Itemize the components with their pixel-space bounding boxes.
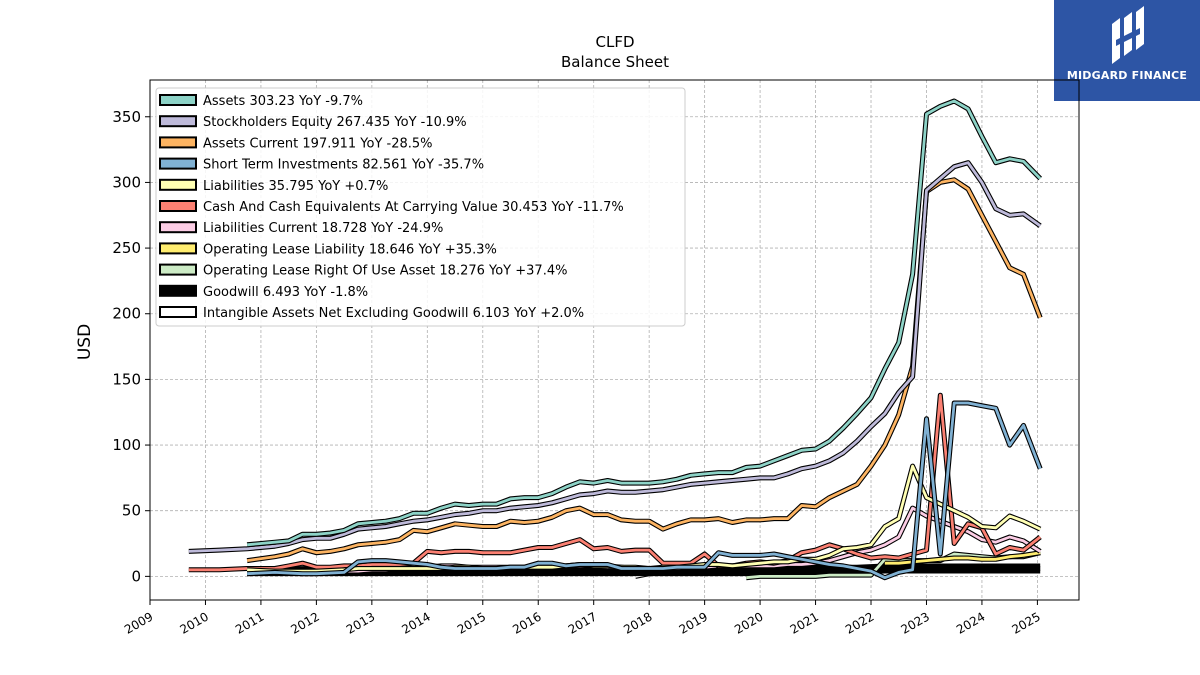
series-line [884, 551, 1041, 565]
y-tick-label: 100 [112, 436, 141, 454]
x-tick-label: 2014 [399, 609, 432, 636]
legend-swatch [159, 115, 197, 128]
y-tick-label: 350 [112, 108, 141, 126]
x-tick-label: 2016 [510, 609, 543, 636]
y-ticks: 0 50 100 150 200 250 300 350 [112, 108, 150, 585]
legend-swatch [159, 136, 197, 149]
brand-name: MIDGARD FINANCE [1066, 69, 1188, 82]
x-tick-label: 2021 [788, 609, 821, 636]
y-tick-label: 0 [131, 567, 141, 585]
x-tick-label: 2010 [178, 609, 211, 636]
legend: Assets 303.23 YoY -9.7% Stockholders Equi… [155, 87, 686, 327]
x-tick-label: 2019 [677, 609, 710, 636]
y-axis-label: USD [75, 324, 95, 360]
series-line [188, 161, 1042, 553]
brand-logo-icon [1112, 6, 1144, 64]
series-line [246, 99, 1042, 547]
legend-swatch [159, 94, 197, 106]
x-tick-label: 2017 [566, 609, 599, 636]
x-tick-label: 2018 [621, 609, 654, 636]
y-tick-label: 50 [122, 502, 141, 520]
legend-swatch [159, 157, 197, 170]
x-tick-label: 2015 [455, 609, 488, 636]
series-lines [188, 98, 1043, 581]
series-line [247, 401, 1042, 580]
legend-swatch [159, 178, 197, 191]
brand-logo: MIDGARD FINANCE [1054, 0, 1200, 101]
legend-box [155, 87, 686, 327]
chart-subtitle: Balance Sheet [561, 53, 669, 71]
legend-swatch [159, 200, 197, 212]
legend-swatch [159, 284, 197, 297]
x-tick-label: 2012 [288, 609, 321, 636]
x-tick-label: 2013 [344, 609, 377, 636]
legend-label: Goodwill 6.493 YoY -1.8% [203, 285, 368, 300]
y-tick-label: 150 [112, 370, 141, 388]
x-tick-label: 2024 [954, 609, 987, 636]
x-tick-label: 2009 [122, 609, 155, 636]
x-tick-label: 2025 [1009, 609, 1042, 636]
legend-label: Assets Current 197.911 YoY -28.5% [203, 136, 433, 151]
legend-label: Short Term Investments 82.561 YoY -35.7% [203, 158, 484, 173]
legend-label: Operating Lease Right Of Use Asset 18.27… [203, 264, 567, 279]
y-tick-label: 200 [112, 305, 141, 323]
legend-swatch [159, 263, 197, 276]
legend-swatch [159, 221, 197, 234]
x-ticks: 2009 2010 2011 2012 2013 2014 2015 2016 2017 2018… [122, 600, 1043, 637]
legend-swatch [159, 242, 197, 255]
x-tick-label: 2011 [233, 609, 266, 636]
legend-label: Liabilities 35.795 YoY +0.7% [203, 179, 388, 194]
x-tick-label: 2022 [843, 609, 876, 636]
series-line [188, 393, 1042, 572]
x-tick-label: 2023 [899, 609, 932, 636]
legend-label: Stockholders Equity 267.435 YoY -10.9% [203, 115, 467, 130]
x-tick-label: 2020 [732, 609, 765, 636]
legend-swatch [159, 306, 197, 318]
chart-title: CLFD [595, 33, 634, 51]
legend-label: Operating Lease Liability 18.646 YoY +35… [203, 242, 497, 257]
legend-label: Liabilities Current 18.728 YoY -24.9% [203, 221, 443, 236]
y-tick-label: 250 [112, 239, 141, 257]
plot-frame [149, 79, 1080, 601]
y-tick-label: 300 [112, 173, 141, 191]
legend-label: Assets 303.23 YoY -9.7% [203, 94, 363, 109]
legend-label: Intangible Assets Net Excluding Goodwill… [203, 306, 584, 321]
legend-label: Cash And Cash Equivalents At Carrying Va… [203, 200, 624, 215]
